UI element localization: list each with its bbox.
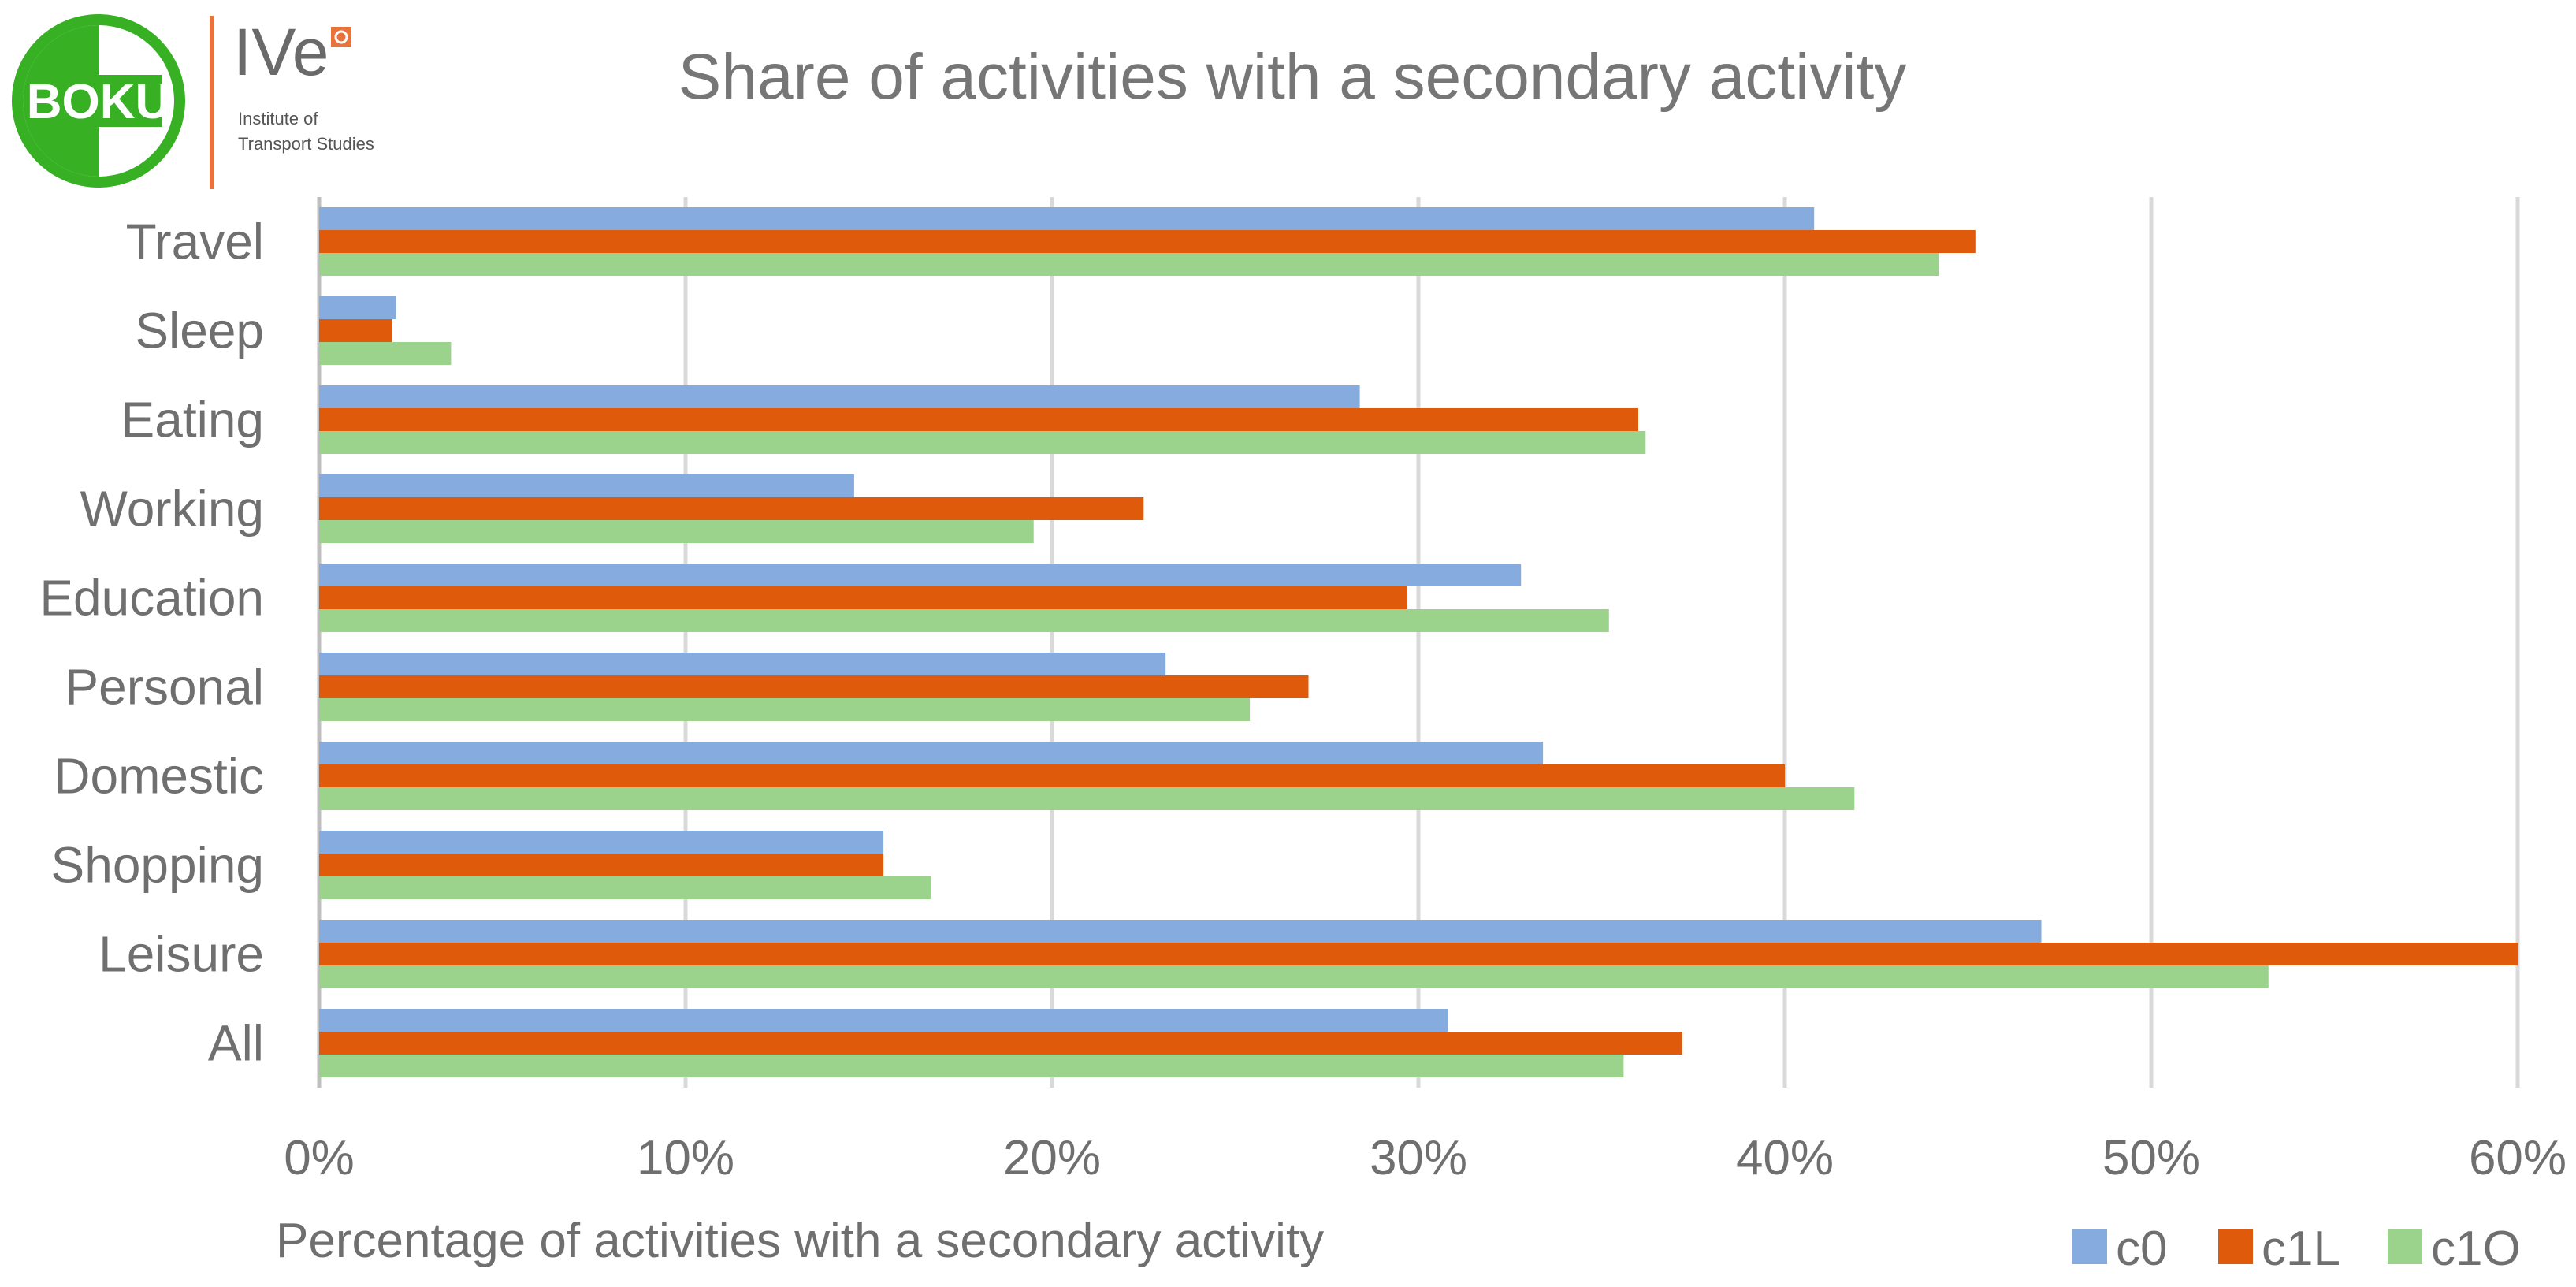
bar-c1L-education <box>319 586 1408 609</box>
category-label: Domestic <box>54 748 264 805</box>
legend: c0 c1L c1O <box>2072 1222 2521 1276</box>
category-label: Eating <box>121 392 264 448</box>
bar-c0-leisure <box>319 920 2042 943</box>
bar-c0-all <box>319 1009 1448 1032</box>
legend-swatch-c1L <box>2218 1229 2253 1264</box>
legend-label-c1O: c1O <box>2431 1222 2521 1276</box>
bar-c1L-leisure <box>319 943 2518 965</box>
bar-c1L-eating <box>319 408 1638 431</box>
boku-logo: BOKU <box>12 14 185 188</box>
bar-c1O-all <box>319 1055 1624 1077</box>
x-tick-label: 60% <box>2469 1131 2567 1185</box>
bar-c1L-all <box>319 1032 1682 1055</box>
bar-c1L-domestic <box>319 764 1785 787</box>
legend-label-c1L: c1L <box>2262 1222 2340 1276</box>
bar-c0-sleep <box>319 296 396 319</box>
bar-c0-personal <box>319 653 1166 675</box>
bar-c1O-travel <box>319 253 1939 276</box>
bar-c0-eating <box>319 385 1360 408</box>
bar-c1O-working <box>319 520 1034 543</box>
bar-c1L-travel <box>319 230 1976 253</box>
institute-logo: BOKU IVe Institute of Transport Studies <box>12 14 374 189</box>
bar-c0-education <box>319 564 1522 586</box>
category-label: Shopping <box>51 837 264 894</box>
x-axis-label: Percentage of activities with a secondar… <box>276 1214 1324 1268</box>
legend-label-c0: c0 <box>2116 1222 2167 1276</box>
category-label: Leisure <box>99 926 264 983</box>
bar-c1O-eating <box>319 431 1646 454</box>
bar-c1O-personal <box>319 698 1251 721</box>
bar-c1O-education <box>319 609 1609 632</box>
bar-c1O-sleep <box>319 342 452 365</box>
category-label: Education <box>39 570 264 627</box>
bar-c0-domestic <box>319 742 1544 764</box>
bar-c1L-working <box>319 497 1144 520</box>
bar-c1L-shopping <box>319 854 884 876</box>
institute-line-1: Institute of <box>238 109 318 128</box>
category-label: Personal <box>65 659 264 716</box>
x-tick-label: 50% <box>2102 1131 2200 1185</box>
legend-swatch-c1O <box>2388 1229 2422 1264</box>
chart-title: Share of activities with a secondary act… <box>678 41 1907 113</box>
category-label: Working <box>80 481 264 537</box>
logo-divider <box>210 16 214 189</box>
category-label: Travel <box>126 214 264 270</box>
category-labels: Travel Sleep Eating Working Education Persona… <box>39 214 264 1072</box>
institute-line-2: Transport Studies <box>238 134 374 154</box>
bar-c1O-domestic <box>319 787 1855 810</box>
bars <box>319 207 2518 1077</box>
x-tick-labels: 0% 10% 20% 30% 40% 50% 60% <box>284 1131 2567 1185</box>
bar-c1L-sleep <box>319 319 392 342</box>
bar-c1O-leisure <box>319 965 2269 988</box>
bar-c0-shopping <box>319 831 884 854</box>
ive-logo-mark-icon <box>331 27 351 47</box>
ive-logo-text: IVe <box>233 15 329 89</box>
x-tick-label: 30% <box>1370 1131 1467 1185</box>
bar-c0-travel <box>319 207 1815 230</box>
category-label: All <box>208 1015 264 1072</box>
legend-swatch-c0 <box>2072 1229 2107 1264</box>
bar-c1O-shopping <box>319 876 931 899</box>
category-label: Sleep <box>135 303 264 359</box>
x-tick-label: 0% <box>284 1131 355 1185</box>
bar-c0-working <box>319 474 854 497</box>
x-tick-label: 40% <box>1736 1131 1834 1185</box>
x-tick-label: 10% <box>637 1131 734 1185</box>
x-tick-label: 20% <box>1003 1131 1101 1185</box>
boku-logo-text: BOKU <box>27 75 171 129</box>
bar-c1L-personal <box>319 675 1309 698</box>
